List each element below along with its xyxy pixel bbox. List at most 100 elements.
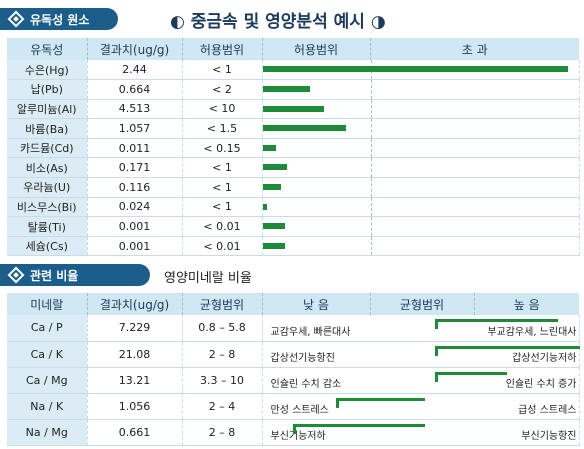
low-label: 인슐린 수치 감소 bbox=[270, 378, 342, 390]
level-bar bbox=[262, 125, 347, 132]
header-range-bar: 허용범위 bbox=[262, 38, 371, 60]
level-bar-cell bbox=[262, 236, 580, 257]
element-range: < 2 bbox=[182, 79, 263, 100]
toxic-row: 세슘(Cs) 0.001 < 0.01 bbox=[7, 236, 580, 257]
high-label: 인슐린 수치 증가 bbox=[505, 378, 577, 390]
toxic-row: 탈륨(Ti) 0.001 < 0.01 bbox=[7, 216, 580, 237]
header-mineral: 미네랄 bbox=[7, 293, 88, 315]
ratio-range: 2 – 8 bbox=[182, 419, 263, 446]
threshold-line bbox=[370, 178, 372, 197]
header-range: 허용범위 bbox=[182, 38, 263, 60]
header-balance-range: 균형범위 bbox=[182, 293, 263, 315]
diamond-icon bbox=[7, 266, 25, 284]
element-range: < 10 bbox=[182, 99, 263, 120]
high-label: 급성 스트레스 bbox=[518, 404, 577, 416]
element-name: 탈륨(Ti) bbox=[7, 216, 88, 237]
ratio-name: Ca / Mg bbox=[7, 367, 88, 394]
ratio-bar bbox=[434, 371, 507, 375]
toxic-row: 카드뮴(Cd) 0.011 < 0.15 bbox=[7, 138, 580, 159]
diamond-icon bbox=[7, 10, 25, 28]
level-bar bbox=[262, 184, 281, 191]
ratio-row: Na / K 1.056 2 – 4 만성 스트레스 급성 스트레스 bbox=[7, 393, 580, 420]
element-range: < 1 bbox=[182, 157, 263, 179]
element-range: < 0.01 bbox=[182, 216, 263, 237]
level-bar-cell bbox=[262, 79, 580, 100]
ratio-bar-tick bbox=[434, 319, 438, 329]
level-bar bbox=[262, 105, 324, 112]
ratio-bar bbox=[434, 319, 558, 322]
ratio-bar-tick bbox=[434, 345, 438, 356]
element-range: < 1 bbox=[182, 197, 263, 218]
toxic-row: 비소(As) 0.171 < 1 bbox=[7, 157, 580, 179]
element-value: 1.057 bbox=[87, 118, 183, 139]
ratio-bar-cell: 부신기능저하 부신기능항진 bbox=[262, 419, 580, 446]
element-name: 수은(Hg) bbox=[7, 60, 88, 81]
level-bar-cell bbox=[262, 197, 580, 218]
toxic-row: 수은(Hg) 2.44 < 1 bbox=[7, 60, 580, 81]
ratio-name: Ca / P bbox=[7, 315, 88, 342]
ratio-value: 1.056 bbox=[87, 393, 183, 420]
ratio-bar-cell: 갑상선기능항진 갑상선기능저하 bbox=[262, 341, 580, 368]
threshold-line bbox=[370, 99, 372, 119]
element-value: 0.024 bbox=[87, 197, 183, 218]
ratio-value: 21.08 bbox=[87, 341, 183, 368]
level-bar-cell bbox=[262, 216, 580, 237]
threshold-line bbox=[370, 158, 372, 178]
threshold-line bbox=[370, 119, 372, 138]
element-value: 2.44 bbox=[87, 60, 183, 81]
section-ratio-text: 관련 비율 bbox=[30, 268, 79, 283]
section-toxic-text: 유독성 원소 bbox=[30, 12, 90, 27]
section-ratio-subtitle: 영양미네랄 비율 bbox=[164, 271, 252, 286]
element-value: 0.664 bbox=[87, 79, 183, 100]
level-bar-cell bbox=[262, 118, 580, 139]
ratio-bar-tick bbox=[434, 371, 438, 382]
ratio-name: Ca / K bbox=[7, 341, 88, 368]
ratio-table-header: 미네랄 결과치(ug/g) 균형범위 낮 음 균형범위 높 음 bbox=[7, 293, 579, 315]
ratio-row: Ca / K 21.08 2 – 8 갑상선기능항진 갑상선기능저하 bbox=[7, 341, 580, 368]
level-bar bbox=[262, 223, 286, 230]
threshold-line bbox=[370, 217, 372, 236]
element-range: < 1.5 bbox=[182, 118, 263, 139]
toxic-table-header: 유독성 결과치(ug/g) 허용범위 허용범위 초 과 bbox=[7, 38, 579, 60]
element-value: 0.001 bbox=[87, 216, 183, 237]
element-name: 비스무스(Bi) bbox=[7, 197, 88, 218]
element-value: 0.011 bbox=[87, 138, 183, 159]
element-range: < 1 bbox=[182, 60, 263, 81]
ratio-range: 0.8 – 5.8 bbox=[182, 315, 263, 342]
section-ratio-label: 관련 비율 bbox=[0, 264, 150, 286]
element-name: 세슘(Cs) bbox=[7, 236, 88, 257]
ratio-range: 2 – 8 bbox=[182, 341, 263, 368]
threshold-line bbox=[370, 80, 372, 99]
ratio-bar-tick bbox=[336, 397, 340, 408]
ratio-range: 3.3 – 10 bbox=[182, 367, 263, 394]
mineral-ratio-table: 미네랄 결과치(ug/g) 균형범위 낮 음 균형범위 높 음 Ca / P 7.… bbox=[7, 293, 580, 446]
ratio-row: Na / Mg 0.661 2 – 8 부신기능저하 부신기능항진 bbox=[7, 419, 580, 446]
ratio-value: 13.21 bbox=[87, 367, 183, 394]
ratio-name: Na / Mg bbox=[7, 419, 88, 446]
ratio-bar-cell: 만성 스트레스 급성 스트레스 bbox=[262, 393, 580, 420]
ratio-row: Ca / P 7.229 0.8 – 5.8 교감우세, 빠른대사 부교감우세, 느린대… bbox=[7, 315, 580, 342]
ratio-bar bbox=[434, 345, 580, 349]
ratio-name: Na / K bbox=[7, 393, 88, 420]
element-range: < 0.15 bbox=[182, 138, 263, 159]
level-bar-cell bbox=[262, 157, 580, 179]
level-bar bbox=[262, 66, 568, 72]
ratio-value: 0.661 bbox=[87, 419, 183, 446]
low-label: 부신기능저하 bbox=[270, 430, 326, 442]
toxic-row: 우라늄(U) 0.116 < 1 bbox=[7, 177, 580, 198]
ratio-bar bbox=[292, 423, 426, 427]
ratio-bar bbox=[336, 397, 426, 401]
level-bar bbox=[262, 203, 268, 210]
element-name: 알루미늄(Al) bbox=[7, 99, 88, 120]
level-bar bbox=[262, 242, 286, 249]
header-high: 높 음 bbox=[474, 293, 579, 315]
element-name: 비소(As) bbox=[7, 157, 88, 179]
level-bar bbox=[262, 144, 277, 151]
level-bar-cell bbox=[262, 60, 580, 81]
header-result: 결과치(ug/g) bbox=[87, 38, 183, 60]
level-bar-cell bbox=[262, 138, 580, 159]
level-bar bbox=[262, 164, 287, 171]
ratio-bar-cell: 교감우세, 빠른대사 부교감우세, 느린대사 bbox=[262, 315, 580, 342]
ratio-value: 7.229 bbox=[87, 315, 183, 342]
threshold-line bbox=[370, 138, 372, 158]
